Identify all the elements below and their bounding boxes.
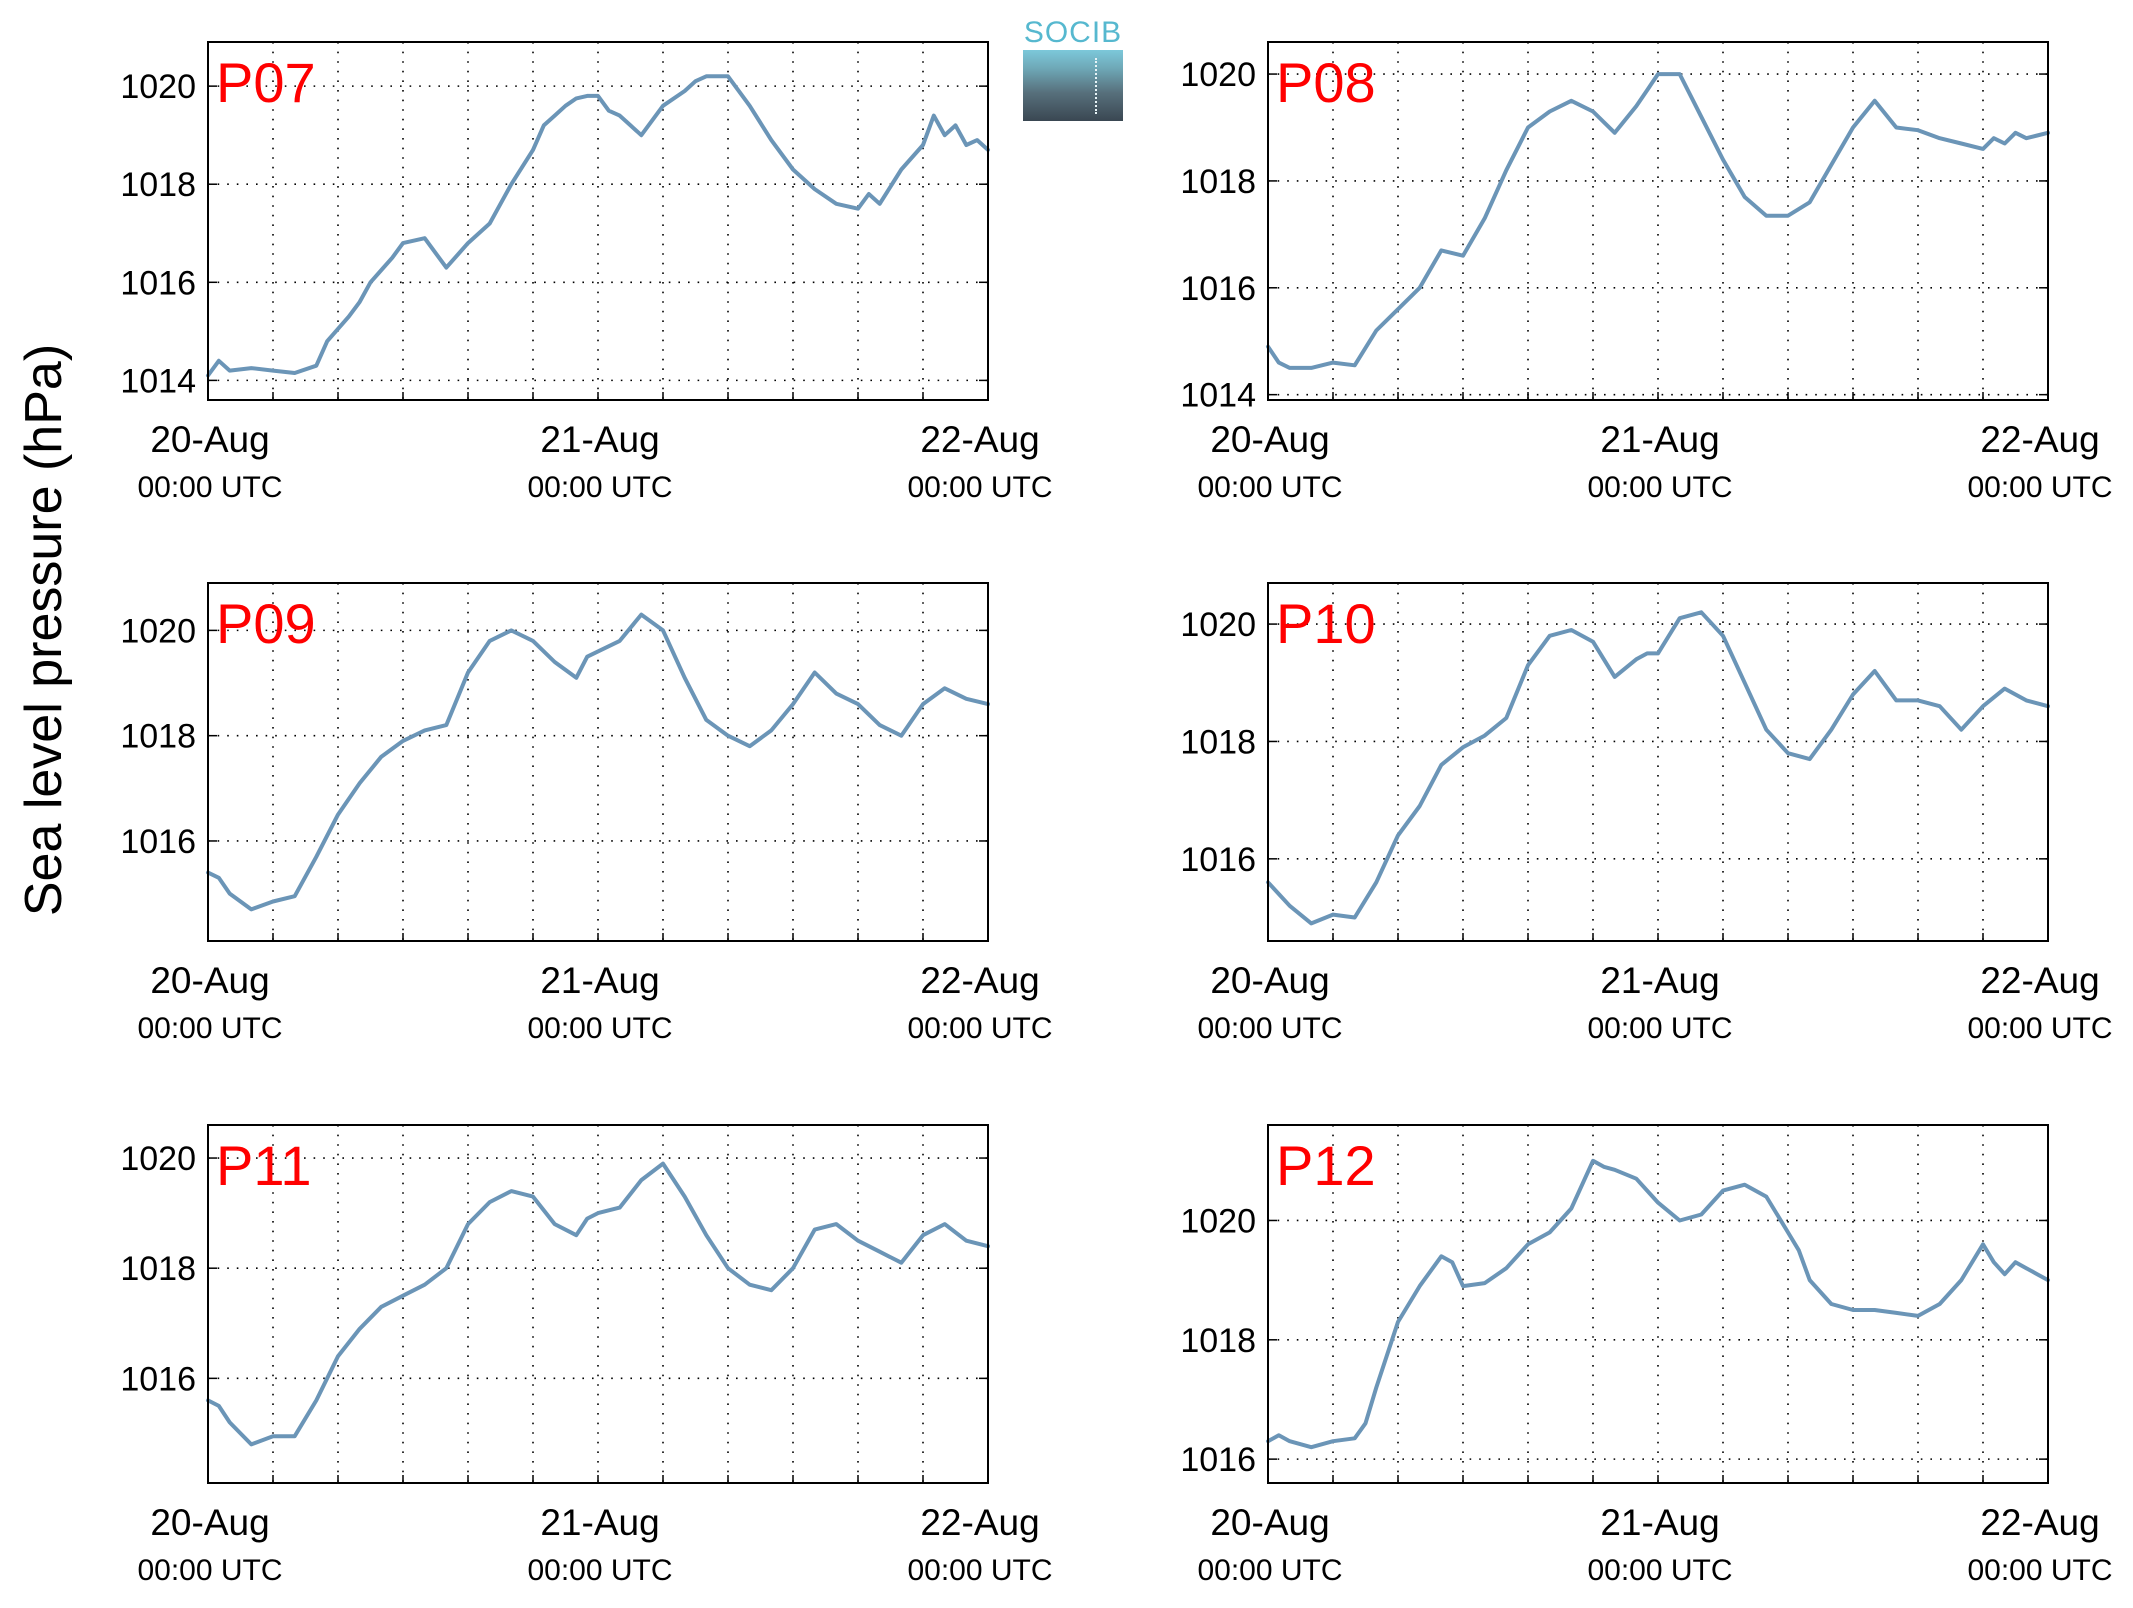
x-tick-label-time: 00:00 UTC	[137, 471, 282, 504]
y-tick-label: 1016	[1180, 841, 1256, 879]
y-tick-label: 1014	[1180, 377, 1256, 415]
logo-text: SOCIB	[1023, 16, 1123, 49]
logo-dots	[1095, 58, 1097, 114]
x-tick-label-time: 00:00 UTC	[137, 1012, 282, 1045]
y-tick-label: 1016	[120, 1360, 196, 1398]
x-tick-label-date: 20-Aug	[150, 419, 269, 460]
y-tick-label: 1018	[1180, 1322, 1256, 1360]
series-line-p12	[1266, 1158, 2050, 1450]
x-tick-label-time: 00:00 UTC	[1587, 1554, 1732, 1587]
x-tick-label-date: 22-Aug	[1980, 419, 2099, 460]
y-tick-label: 1020	[1180, 1202, 1256, 1240]
x-tick-label-time: 00:00 UTC	[1587, 471, 1732, 504]
y-tick-label: 1016	[120, 264, 196, 302]
y-tick-label: 1018	[1180, 723, 1256, 761]
x-tick-label-time: 00:00 UTC	[1197, 1554, 1342, 1587]
x-tick-label-date: 21-Aug	[1600, 960, 1719, 1001]
x-tick-label-time: 00:00 UTC	[1967, 471, 2112, 504]
station-label: P11	[216, 1134, 311, 1197]
x-tick-label-date: 21-Aug	[1600, 419, 1719, 460]
plot-frame	[207, 1124, 989, 1484]
series-line-p09	[206, 612, 990, 912]
socib-logo: SOCIB	[1023, 16, 1123, 121]
chart-panel-p11: 1016 1018 1020 P11 20-Aug 00:00 UTC 21-Aug 00:0…	[120, 1124, 1053, 1587]
series-line-p07	[206, 74, 990, 378]
y-tick-label: 1020	[1180, 56, 1256, 94]
chart-panel-p12: 1016 1018 1020 P12 20-Aug 00:00 UTC 21-Aug 00:0…	[1180, 1124, 2113, 1587]
x-tick-label-date: 20-Aug	[1210, 960, 1329, 1001]
series-line-p11	[206, 1161, 990, 1447]
x-tick-label-time: 00:00 UTC	[1967, 1554, 2112, 1587]
chart-panel-p09: 1016 1018 1020 P09 20-Aug 00:00 UTC 21-Aug 00:0…	[120, 582, 1053, 1045]
x-tick-label-date: 21-Aug	[1600, 1502, 1719, 1543]
y-tick-label: 1020	[1180, 606, 1256, 644]
x-tick-label-date: 22-Aug	[920, 960, 1039, 1001]
x-tick-label-time: 00:00 UTC	[1967, 1012, 2112, 1045]
plot-frame	[1267, 41, 2049, 401]
plot-frame	[207, 582, 989, 942]
station-label: P08	[1276, 51, 1376, 114]
x-tick-label-date: 22-Aug	[920, 1502, 1039, 1543]
plot-frame	[1267, 1124, 2049, 1484]
y-tick-label: 1018	[120, 1250, 196, 1288]
series-line-p10	[1266, 610, 2050, 926]
x-tick-label-time: 00:00 UTC	[137, 1554, 282, 1587]
y-tick-label: 1016	[1180, 1441, 1256, 1479]
x-tick-label-time: 00:00 UTC	[1197, 471, 1342, 504]
plot-frame	[1267, 582, 2049, 942]
x-tick-label-date: 20-Aug	[1210, 419, 1329, 460]
x-tick-label-time: 00:00 UTC	[1587, 1012, 1732, 1045]
x-tick-label-date: 21-Aug	[540, 1502, 659, 1543]
chart-panel-p08: 1014 1016 1018 1020 P08 20-Aug 00:00 UTC 21-Aug…	[1180, 41, 2113, 504]
x-tick-label-date: 22-Aug	[920, 419, 1039, 460]
x-tick-label-date: 20-Aug	[1210, 1502, 1329, 1543]
y-tick-label: 1018	[120, 166, 196, 204]
x-tick-label-date: 20-Aug	[150, 960, 269, 1001]
y-tick-label: 1020	[120, 1140, 196, 1178]
y-tick-label: 1018	[1180, 163, 1256, 201]
chart-panel-p10: 1016 1018 1020 P10 20-Aug 00:00 UTC 21-Aug 00:0…	[1180, 582, 2113, 1045]
y-tick-label: 1018	[120, 718, 196, 756]
y-tick-label: 1020	[120, 612, 196, 650]
y-tick-label: 1020	[120, 68, 196, 106]
x-tick-label-time: 00:00 UTC	[907, 1554, 1052, 1587]
station-label: P10	[1276, 592, 1376, 655]
x-tick-label-time: 00:00 UTC	[527, 1012, 672, 1045]
plot-frame	[207, 41, 989, 401]
series-line-p08	[1266, 72, 2050, 370]
station-label: P07	[216, 51, 316, 114]
x-tick-label-time: 00:00 UTC	[527, 1554, 672, 1587]
x-tick-label-time: 00:00 UTC	[527, 471, 672, 504]
x-tick-label-date: 22-Aug	[1980, 1502, 2099, 1543]
station-label: P09	[216, 592, 316, 655]
x-tick-label-time: 00:00 UTC	[907, 471, 1052, 504]
logo-emblem	[1023, 50, 1123, 121]
x-tick-label-date: 21-Aug	[540, 419, 659, 460]
station-label: P12	[1276, 1134, 1376, 1197]
chart-panel-p07: 1014 1016 1018 1020 P07 20-Aug 00:00 UTC 21-Aug…	[120, 41, 1053, 504]
x-tick-label-date: 21-Aug	[540, 960, 659, 1001]
x-tick-label-date: 22-Aug	[1980, 960, 2099, 1001]
x-tick-label-date: 20-Aug	[150, 1502, 269, 1543]
y-tick-label: 1016	[1180, 270, 1256, 308]
y-tick-label: 1014	[120, 362, 196, 400]
x-tick-label-time: 00:00 UTC	[1197, 1012, 1342, 1045]
x-tick-label-time: 00:00 UTC	[907, 1012, 1052, 1045]
y-tick-label: 1016	[120, 823, 196, 861]
